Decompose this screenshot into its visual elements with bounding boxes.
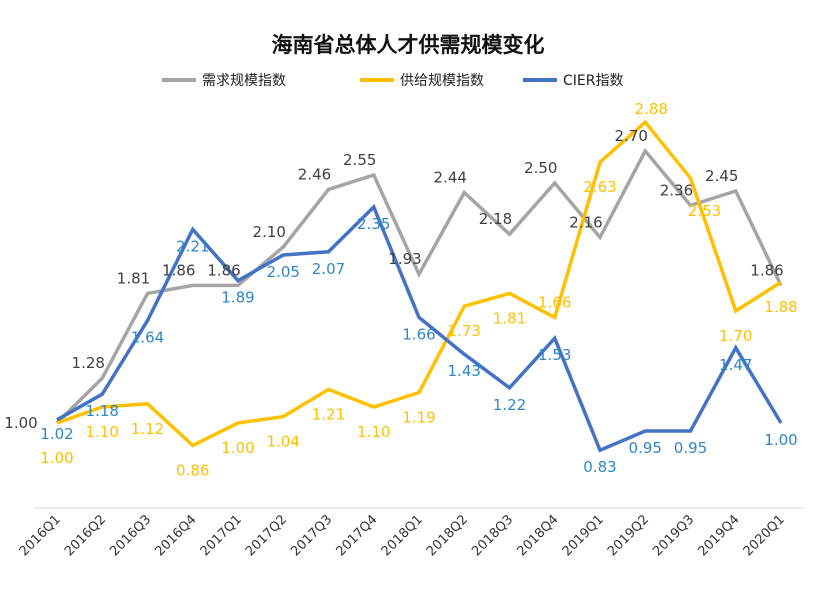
legend-label: CIER指数 xyxy=(563,73,623,89)
x-tick-label: 2017Q2 xyxy=(243,512,290,559)
data-label: 1.70 xyxy=(719,327,752,345)
data-label: 1.28 xyxy=(72,354,105,372)
series-line-2 xyxy=(56,203,783,453)
data-label: 1.00 xyxy=(764,431,797,449)
data-label: 1.12 xyxy=(131,420,164,438)
data-labels: 1.00 1.28 1.81 1.86 1.86 2.10 2.46 2.55 1.93 2.44… xyxy=(4,100,797,479)
data-label: 2.21 xyxy=(176,237,209,255)
x-tick-label: 2019Q3 xyxy=(650,512,697,559)
data-label: 2.10 xyxy=(253,223,286,241)
data-label: 1.86 xyxy=(162,261,195,279)
data-label: 2.70 xyxy=(615,127,648,145)
data-label: 1.66 xyxy=(402,325,435,343)
legend-label: 需求规模指数 xyxy=(202,73,286,89)
data-label: 2.50 xyxy=(524,159,557,177)
x-tick-label: 2016Q4 xyxy=(152,512,199,559)
data-label: 2.46 xyxy=(298,165,331,183)
data-label: 1.18 xyxy=(86,402,119,420)
data-label: 1.66 xyxy=(538,293,571,311)
data-label: 0.95 xyxy=(674,439,707,457)
data-label: 0.83 xyxy=(583,458,616,476)
data-label: 1.00 xyxy=(4,414,37,432)
x-tick-label: 2018Q4 xyxy=(514,512,561,559)
data-label: 2.16 xyxy=(569,213,602,231)
data-label: 2.53 xyxy=(688,202,721,220)
data-label: 1.64 xyxy=(131,329,164,347)
data-label: 2.05 xyxy=(267,263,300,281)
data-label: 1.21 xyxy=(312,405,345,423)
data-label: 2.63 xyxy=(583,178,616,196)
data-label: 1.22 xyxy=(493,396,526,414)
series-line-0 xyxy=(55,147,783,425)
x-tick-label: 2017Q4 xyxy=(333,512,380,559)
data-label: 2.88 xyxy=(635,100,668,118)
x-tick-label: 2018Q2 xyxy=(424,512,471,559)
data-label: 2.07 xyxy=(312,260,345,278)
data-label: 1.88 xyxy=(764,298,797,316)
x-tick-label: 2016Q2 xyxy=(62,512,109,559)
data-label: 1.86 xyxy=(750,261,783,279)
data-label: 1.73 xyxy=(448,322,481,340)
x-tick-label: 2019Q2 xyxy=(605,512,652,559)
data-label: 1.10 xyxy=(357,423,390,441)
data-label: 1.47 xyxy=(719,356,752,374)
x-tick-label: 2018Q3 xyxy=(469,512,516,559)
data-label: 1.00 xyxy=(221,439,254,457)
x-tick-label: 2016Q1 xyxy=(17,512,64,559)
data-label: 1.02 xyxy=(40,425,73,443)
x-tick-label: 2020Q1 xyxy=(741,512,788,559)
data-label: 2.45 xyxy=(705,167,738,185)
data-label: 2.44 xyxy=(434,169,467,187)
data-label: 1.43 xyxy=(448,362,481,380)
data-label: 1.89 xyxy=(221,289,254,307)
data-label: 2.35 xyxy=(357,215,390,233)
data-label: 2.36 xyxy=(660,181,693,199)
legend-label: 供给规模指数 xyxy=(400,73,484,89)
data-label: 1.53 xyxy=(538,346,571,364)
data-label: 1.93 xyxy=(388,250,421,268)
x-tick-label: 2017Q3 xyxy=(288,512,335,559)
data-label: 0.86 xyxy=(176,461,209,479)
x-tick-label: 2016Q3 xyxy=(107,512,154,559)
data-label: 1.81 xyxy=(493,309,526,327)
data-label: 2.18 xyxy=(479,210,512,228)
data-label: 1.04 xyxy=(267,433,300,451)
chart-title: 海南省总体人才供需规模变化 xyxy=(272,33,545,57)
data-label: 1.19 xyxy=(402,409,435,427)
data-label: 1.10 xyxy=(86,423,119,441)
data-label: 1.00 xyxy=(40,449,73,467)
data-label: 1.81 xyxy=(117,269,150,287)
data-label: 1.86 xyxy=(207,261,240,279)
x-tick-label: 2019Q4 xyxy=(695,512,742,559)
x-tick-label: 2019Q1 xyxy=(560,512,607,559)
series-lines xyxy=(55,119,783,453)
x-tick-label: 2018Q1 xyxy=(379,512,426,559)
x-axis-ticks: 2016Q12016Q22016Q32016Q42017Q12017Q22017… xyxy=(17,512,788,559)
legend: 需求规模指数 供给规模指数 CIER指数 xyxy=(162,73,623,89)
data-label: 2.55 xyxy=(343,151,376,169)
data-label: 0.95 xyxy=(629,439,662,457)
series-line-1 xyxy=(56,119,782,448)
x-tick-label: 2017Q1 xyxy=(198,512,245,559)
